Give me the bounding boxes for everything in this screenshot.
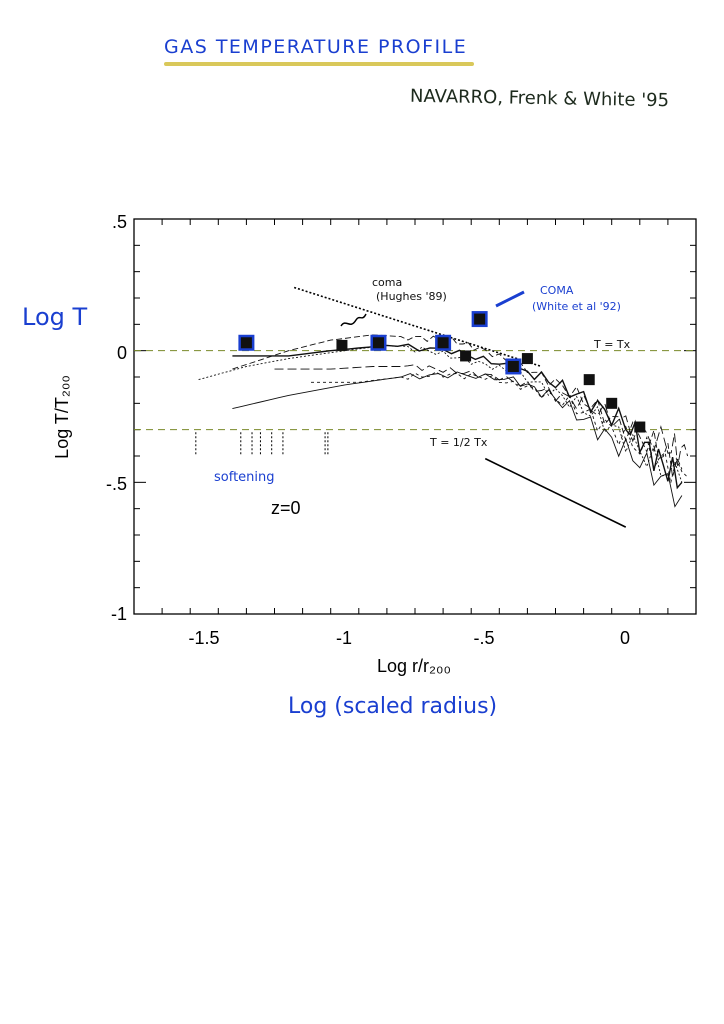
data-point xyxy=(460,350,472,362)
data-point xyxy=(606,397,618,409)
x-tick-label: -.5 xyxy=(473,628,494,648)
data-point xyxy=(474,313,486,325)
plot-frame xyxy=(133,218,697,615)
data-point xyxy=(507,360,519,372)
data-point xyxy=(583,374,595,386)
coma-white-label: COMA xyxy=(540,284,574,297)
coma-hughes-line xyxy=(293,286,542,368)
y-tick-label: 0 xyxy=(117,343,127,363)
profile-curve xyxy=(198,344,683,483)
reference-lines xyxy=(134,350,696,431)
data-point xyxy=(437,337,449,349)
profile-curve xyxy=(311,371,688,484)
x-tick-label: 0 xyxy=(620,628,630,648)
page-title: GAS TEMPERATURE PROFILE xyxy=(164,36,468,58)
handwritten-y-label: Log T xyxy=(22,303,88,331)
x-tick-label: -1.5 xyxy=(188,628,219,648)
softening-markers xyxy=(195,432,329,456)
profile-curve xyxy=(232,334,683,478)
data-point xyxy=(521,353,533,365)
minor-ticks xyxy=(133,218,697,615)
annotation-lines xyxy=(293,286,627,528)
handwritten-x-label: Log (scaled radius) xyxy=(288,694,498,719)
x-tick-label: -1 xyxy=(336,628,352,648)
slope-line xyxy=(484,457,627,528)
coma-white-arrow xyxy=(495,290,525,308)
redshift-label: z=0 xyxy=(271,498,301,518)
t-half-tx-label: T = 1/2 Tx xyxy=(429,436,488,449)
y-tick-label: .5 xyxy=(112,212,127,232)
profile-curve xyxy=(232,371,683,508)
y-tick-label: -.5 xyxy=(106,474,127,494)
t-equals-tx-label: T = Tx xyxy=(593,338,631,351)
y-axis-title: Log T/T₂₀₀ xyxy=(52,375,72,459)
coma-hughes-squiggle xyxy=(340,313,367,327)
data-points xyxy=(238,311,646,433)
x-axis-title: Log r/r₂₀₀ xyxy=(377,656,451,676)
profile-curve xyxy=(232,343,683,490)
y-tick-label: -1 xyxy=(111,604,127,624)
coma-hughes-citation: (Hughes '89) xyxy=(376,290,447,303)
data-point xyxy=(240,337,252,349)
coma-hughes-label: coma xyxy=(372,276,402,289)
data-point xyxy=(336,339,348,351)
data-point xyxy=(372,337,384,349)
coma-white-citation: (White et al '92) xyxy=(532,300,621,313)
data-point xyxy=(634,421,646,433)
softening-label: softening xyxy=(214,470,275,485)
title-underline-highlight xyxy=(164,62,474,66)
